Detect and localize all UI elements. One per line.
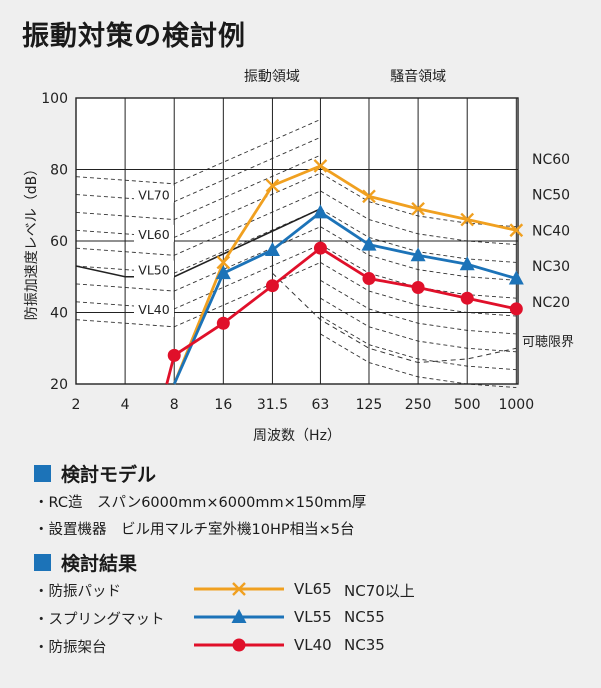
x-axis-title: 周波数（Hz）	[253, 428, 341, 444]
model-line-structure: ・RC造 スパン6000mm×6000mm×150mm厚	[34, 495, 367, 511]
data-point	[215, 265, 231, 280]
data-point	[410, 247, 426, 262]
x-tick-label: 250	[405, 397, 432, 413]
nc-label: NC30	[532, 259, 570, 275]
model-heading-text: 検討モデル	[61, 464, 157, 486]
vl-label-bg	[134, 299, 174, 317]
y-axis-title: 防振加速度レベル（dB）	[24, 162, 40, 321]
vl-label-bg	[134, 260, 174, 278]
data-point	[265, 178, 280, 193]
series-x	[172, 159, 524, 385]
y-tick-label: 60	[50, 234, 68, 250]
data-point	[509, 302, 523, 316]
x-marker-stroke	[362, 189, 376, 204]
x-tick-label: 63	[312, 397, 330, 413]
x-marker-stroke	[313, 159, 328, 173]
audible-threshold-line	[272, 272, 517, 364]
x-tick-label: 4	[121, 397, 130, 413]
x-marker-stroke	[460, 212, 475, 227]
result-nc-frame: NC35	[344, 636, 385, 654]
data-point	[362, 189, 376, 204]
data-point	[460, 291, 474, 305]
y-tick-label: 100	[41, 91, 68, 107]
data-point	[216, 255, 231, 270]
data-point	[216, 316, 230, 330]
series-line	[172, 164, 517, 385]
square-bullet-icon	[34, 554, 51, 571]
result-nc-pad: NC70以上	[344, 582, 415, 600]
data-point	[509, 223, 524, 238]
x-marker-stroke	[509, 223, 524, 238]
data-point	[411, 201, 425, 216]
result-row-spring-mat: ・スプリングマット VL55 NC55	[34, 605, 514, 629]
vl-label: VL70	[138, 188, 169, 203]
x-tick-label: 16	[214, 397, 232, 413]
y-tick-label: 80	[50, 163, 68, 179]
x-marker-stroke	[411, 201, 425, 216]
legend-triangle-marker-line	[194, 609, 284, 623]
region-label-vibration: 振動領域	[244, 68, 300, 85]
data-point	[362, 272, 376, 286]
data-point	[313, 241, 327, 255]
page-title: 振動対策の検討例	[22, 21, 246, 52]
nc-label: NC60	[532, 152, 570, 168]
series-triangle	[172, 204, 524, 385]
result-vl-frame: VL40	[294, 636, 332, 654]
data-point	[508, 270, 524, 285]
x-tick-label: 125	[356, 397, 383, 413]
threshold-label: 可聴限界	[522, 335, 574, 350]
result-row-pad: ・防振パッド VL65 NC70以上	[34, 577, 514, 601]
square-bullet-icon	[34, 465, 51, 482]
x-marker-stroke	[265, 178, 280, 193]
data-point	[313, 159, 328, 173]
result-nc-spring-mat: NC55	[344, 608, 385, 626]
legend-marker	[231, 609, 247, 623]
region-label-noise: 騒音領域	[390, 68, 446, 85]
result-row-frame: ・防振架台 VL40 NC35	[34, 633, 514, 657]
result-label-pad: ・防振パッド	[34, 584, 121, 600]
vl-label: VL50	[138, 263, 169, 278]
model-heading: 検討モデル	[34, 460, 156, 487]
data-point	[460, 212, 475, 227]
data-point	[361, 236, 377, 251]
results-heading: 検討結果	[34, 549, 137, 576]
nc-label: NC20	[532, 295, 570, 311]
data-point	[264, 241, 280, 256]
nc-label: NC40	[532, 223, 570, 239]
x-tick-label: 31.5	[257, 397, 288, 413]
x-tick-label: 2	[72, 397, 81, 413]
vl-label: VL60	[138, 227, 169, 242]
series-circle	[165, 241, 523, 385]
nc-label: NC50	[532, 188, 570, 204]
plot-frame	[75, 97, 519, 385]
x-marker-stroke	[232, 582, 246, 596]
vibration-chart: 20 40 60 80 100 2 4 8 16 31.5 63 125 250 500 1000 周波数（H…	[24, 68, 574, 444]
vl-label-bg	[134, 185, 174, 203]
legend-marker	[232, 582, 246, 596]
data-point	[312, 204, 328, 219]
result-vl-pad: VL65	[294, 580, 332, 598]
result-vl-spring-mat: VL55	[294, 608, 332, 626]
legend-circle-marker-line	[194, 638, 284, 652]
vl-label: VL40	[138, 302, 169, 317]
result-label-frame: ・防振架台	[34, 640, 107, 656]
x-tick-label: 1000	[498, 397, 534, 413]
y-tick-label: 20	[50, 377, 68, 393]
result-label-spring-mat: ・スプリングマット	[34, 612, 165, 628]
x-tick-label: 8	[170, 397, 179, 413]
model-line-equipment: ・設置機器 ビル用マルチ室外機10HP相当×5台	[34, 522, 355, 538]
x-tick-label: 500	[454, 397, 481, 413]
vl-label-bg	[134, 224, 174, 242]
data-point	[459, 256, 475, 271]
data-point	[167, 348, 181, 362]
y-tick-label: 40	[50, 306, 68, 322]
series-line	[172, 210, 517, 385]
data-point	[265, 279, 279, 293]
x-marker-stroke	[216, 255, 231, 270]
results-heading-text: 検討結果	[61, 553, 138, 575]
data-point	[411, 280, 425, 294]
legend-x-marker-line	[194, 582, 284, 596]
legend-marker	[232, 638, 246, 652]
